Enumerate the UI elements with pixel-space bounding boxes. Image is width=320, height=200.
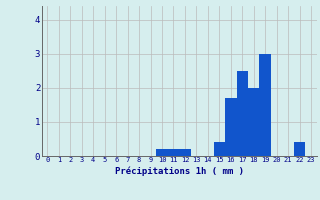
- Bar: [225, 98, 236, 156]
- Bar: [294, 142, 305, 156]
- Bar: [260, 54, 271, 156]
- X-axis label: Précipitations 1h ( mm ): Précipitations 1h ( mm ): [115, 166, 244, 176]
- Bar: [236, 71, 248, 156]
- Bar: [248, 88, 260, 156]
- Bar: [168, 149, 179, 156]
- Bar: [156, 149, 168, 156]
- Bar: [179, 149, 191, 156]
- Bar: [214, 142, 225, 156]
